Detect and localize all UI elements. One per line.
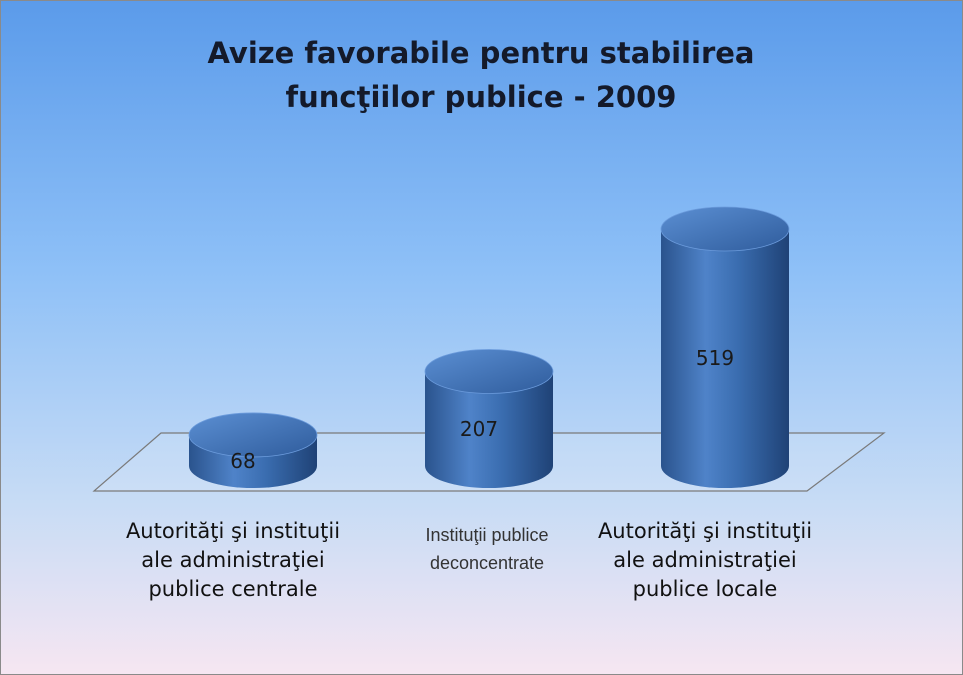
value-label: 68 [230, 449, 255, 473]
bar [425, 371, 553, 488]
value-label: 519 [696, 346, 734, 370]
category-label: Autorităţi şi instituţii ale administraţ… [125, 519, 341, 601]
bar-top [188, 412, 318, 458]
category-label: Autorităţi şi instituţii ale administraţ… [597, 519, 813, 601]
bar-top [424, 349, 554, 394]
category-label: Instituţii publice deconcentrate [425, 525, 549, 573]
bar-top [660, 206, 790, 252]
bar [661, 229, 789, 488]
value-label: 207 [460, 417, 498, 441]
chart-title: Avize favorabile pentru stabilirea funcţ… [207, 36, 755, 114]
